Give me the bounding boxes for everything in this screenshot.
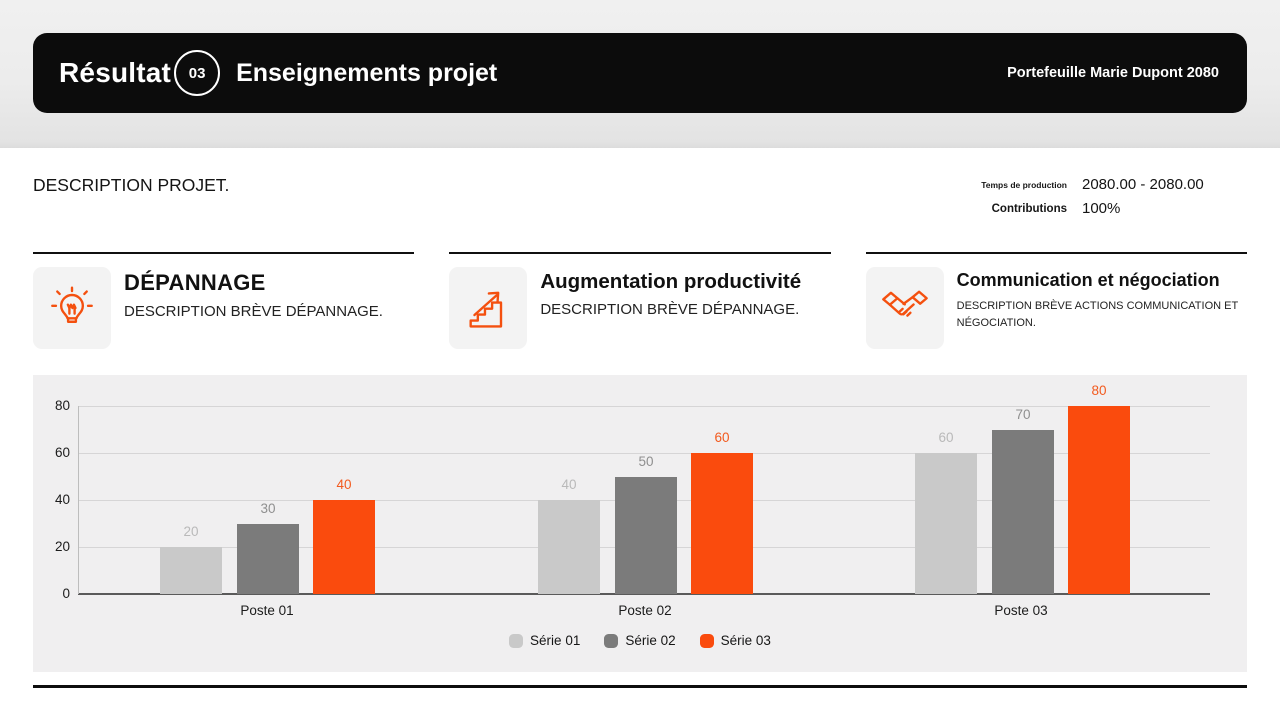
bar <box>313 500 375 594</box>
legend-label: Série 02 <box>625 633 676 648</box>
bar <box>1068 406 1130 594</box>
y-tick-label: 60 <box>54 445 70 460</box>
portfolio-label: Portefeuille Marie Dupont 2080 <box>1007 65 1219 81</box>
x-axis-baseline <box>78 593 1210 595</box>
bar <box>538 500 600 594</box>
card-text: Augmentation productivité DESCRIPTION BR… <box>540 267 801 349</box>
icon-tile <box>449 267 528 349</box>
y-tick-label: 40 <box>54 492 70 507</box>
stat-label-contributions: Contributions <box>991 202 1067 215</box>
lightbulb-icon <box>51 286 93 323</box>
bar-value-label: 30 <box>260 500 276 516</box>
bar-value-label: 80 <box>1091 383 1107 398</box>
legend-swatch <box>699 633 714 648</box>
icon-tile <box>865 267 944 349</box>
page-title: Enseignements projet <box>236 58 498 87</box>
header-number-badge: 03 <box>174 50 221 96</box>
category-label: Poste 03 <box>994 603 1048 618</box>
y-tick-label: 20 <box>54 539 70 554</box>
card-title: Communication et négociation <box>956 270 1220 290</box>
bottom-rule <box>33 685 1247 688</box>
card-description: DESCRIPTION BRÈVE DÉPANNAGE. <box>124 303 383 320</box>
bar <box>615 476 677 594</box>
header-kicker: Résultat <box>59 57 172 88</box>
legend-item: Série 03 <box>699 633 771 648</box>
legend-swatch <box>509 633 524 648</box>
legend-item: Série 02 <box>604 633 676 648</box>
stat-value-contributions: 100% <box>1082 200 1121 217</box>
bar-value-label: 70 <box>1015 406 1031 422</box>
bar <box>691 453 753 594</box>
y-tick-label: 80 <box>54 398 70 413</box>
gridline <box>78 453 1210 454</box>
card-depannage: DÉPANNAGE DESCRIPTION BRÈVE DÉPANNAGE. <box>33 252 415 349</box>
bar-value-label: 60 <box>938 430 954 445</box>
card-description: DESCRIPTION BRÈVE ACTIONS COMMUNICATION … <box>956 300 1238 329</box>
slide-header: Résultat 03 Enseignements projet Portefe… <box>33 33 1247 113</box>
card-productivite: Augmentation productivité DESCRIPTION BR… <box>449 252 831 349</box>
card-title: Augmentation productivité <box>540 270 802 293</box>
bar <box>992 429 1054 594</box>
legend-swatch <box>604 633 619 648</box>
legend-item: Série 01 <box>509 633 580 648</box>
handshake-icon <box>881 290 928 317</box>
card-text: Communication et négociation DESCRIPTION… <box>957 267 1247 349</box>
plot-area: 0 20 40 60 80 20 30 40 Poste 01 40 50 60 Poste 02 60 7… <box>33 375 1247 672</box>
stairs-arrow-icon <box>469 291 503 328</box>
chart-legend: Série 01 Série 02 Série 03 <box>33 633 1247 648</box>
bar-value-label: 20 <box>183 524 199 539</box>
project-description: DESCRIPTION PROJET. <box>33 175 230 195</box>
y-axis-line <box>78 406 79 594</box>
stat-label-production-time: Temps de production <box>981 179 1067 190</box>
y-tick-label: 0 <box>62 586 70 601</box>
bar <box>915 453 977 594</box>
project-stats: Temps de production 2080.00 - 2080.00 Co… <box>981 176 1222 217</box>
card-text: DÉPANNAGE DESCRIPTION BRÈVE DÉPANNAGE. <box>124 267 383 349</box>
card-communication: Communication et négociation DESCRIPTION… <box>865 252 1247 349</box>
legend-label: Série 03 <box>720 633 771 648</box>
card-description: DESCRIPTION BRÈVE DÉPANNAGE. <box>540 301 800 318</box>
category-label: Poste 02 <box>618 603 672 618</box>
bar <box>160 547 222 594</box>
bar-chart: 0 20 40 60 80 20 30 40 Poste 01 40 50 60 Poste 02 60 7… <box>33 375 1247 672</box>
icon-tile <box>33 267 111 349</box>
bar <box>237 523 299 594</box>
legend-label: Série 01 <box>530 633 581 648</box>
bar-value-label: 40 <box>336 477 352 492</box>
gridline <box>78 406 1210 407</box>
card-title: DÉPANNAGE <box>124 270 266 295</box>
highlight-cards: DÉPANNAGE DESCRIPTION BRÈVE DÉPANNAGE. A… <box>33 252 1247 349</box>
stat-value-production-time: 2080.00 - 2080.00 <box>1082 176 1204 193</box>
category-label: Poste 01 <box>240 603 294 618</box>
bar-value-label: 60 <box>714 430 730 445</box>
bar-value-label: 40 <box>561 477 577 492</box>
bar-value-label: 50 <box>638 453 654 469</box>
